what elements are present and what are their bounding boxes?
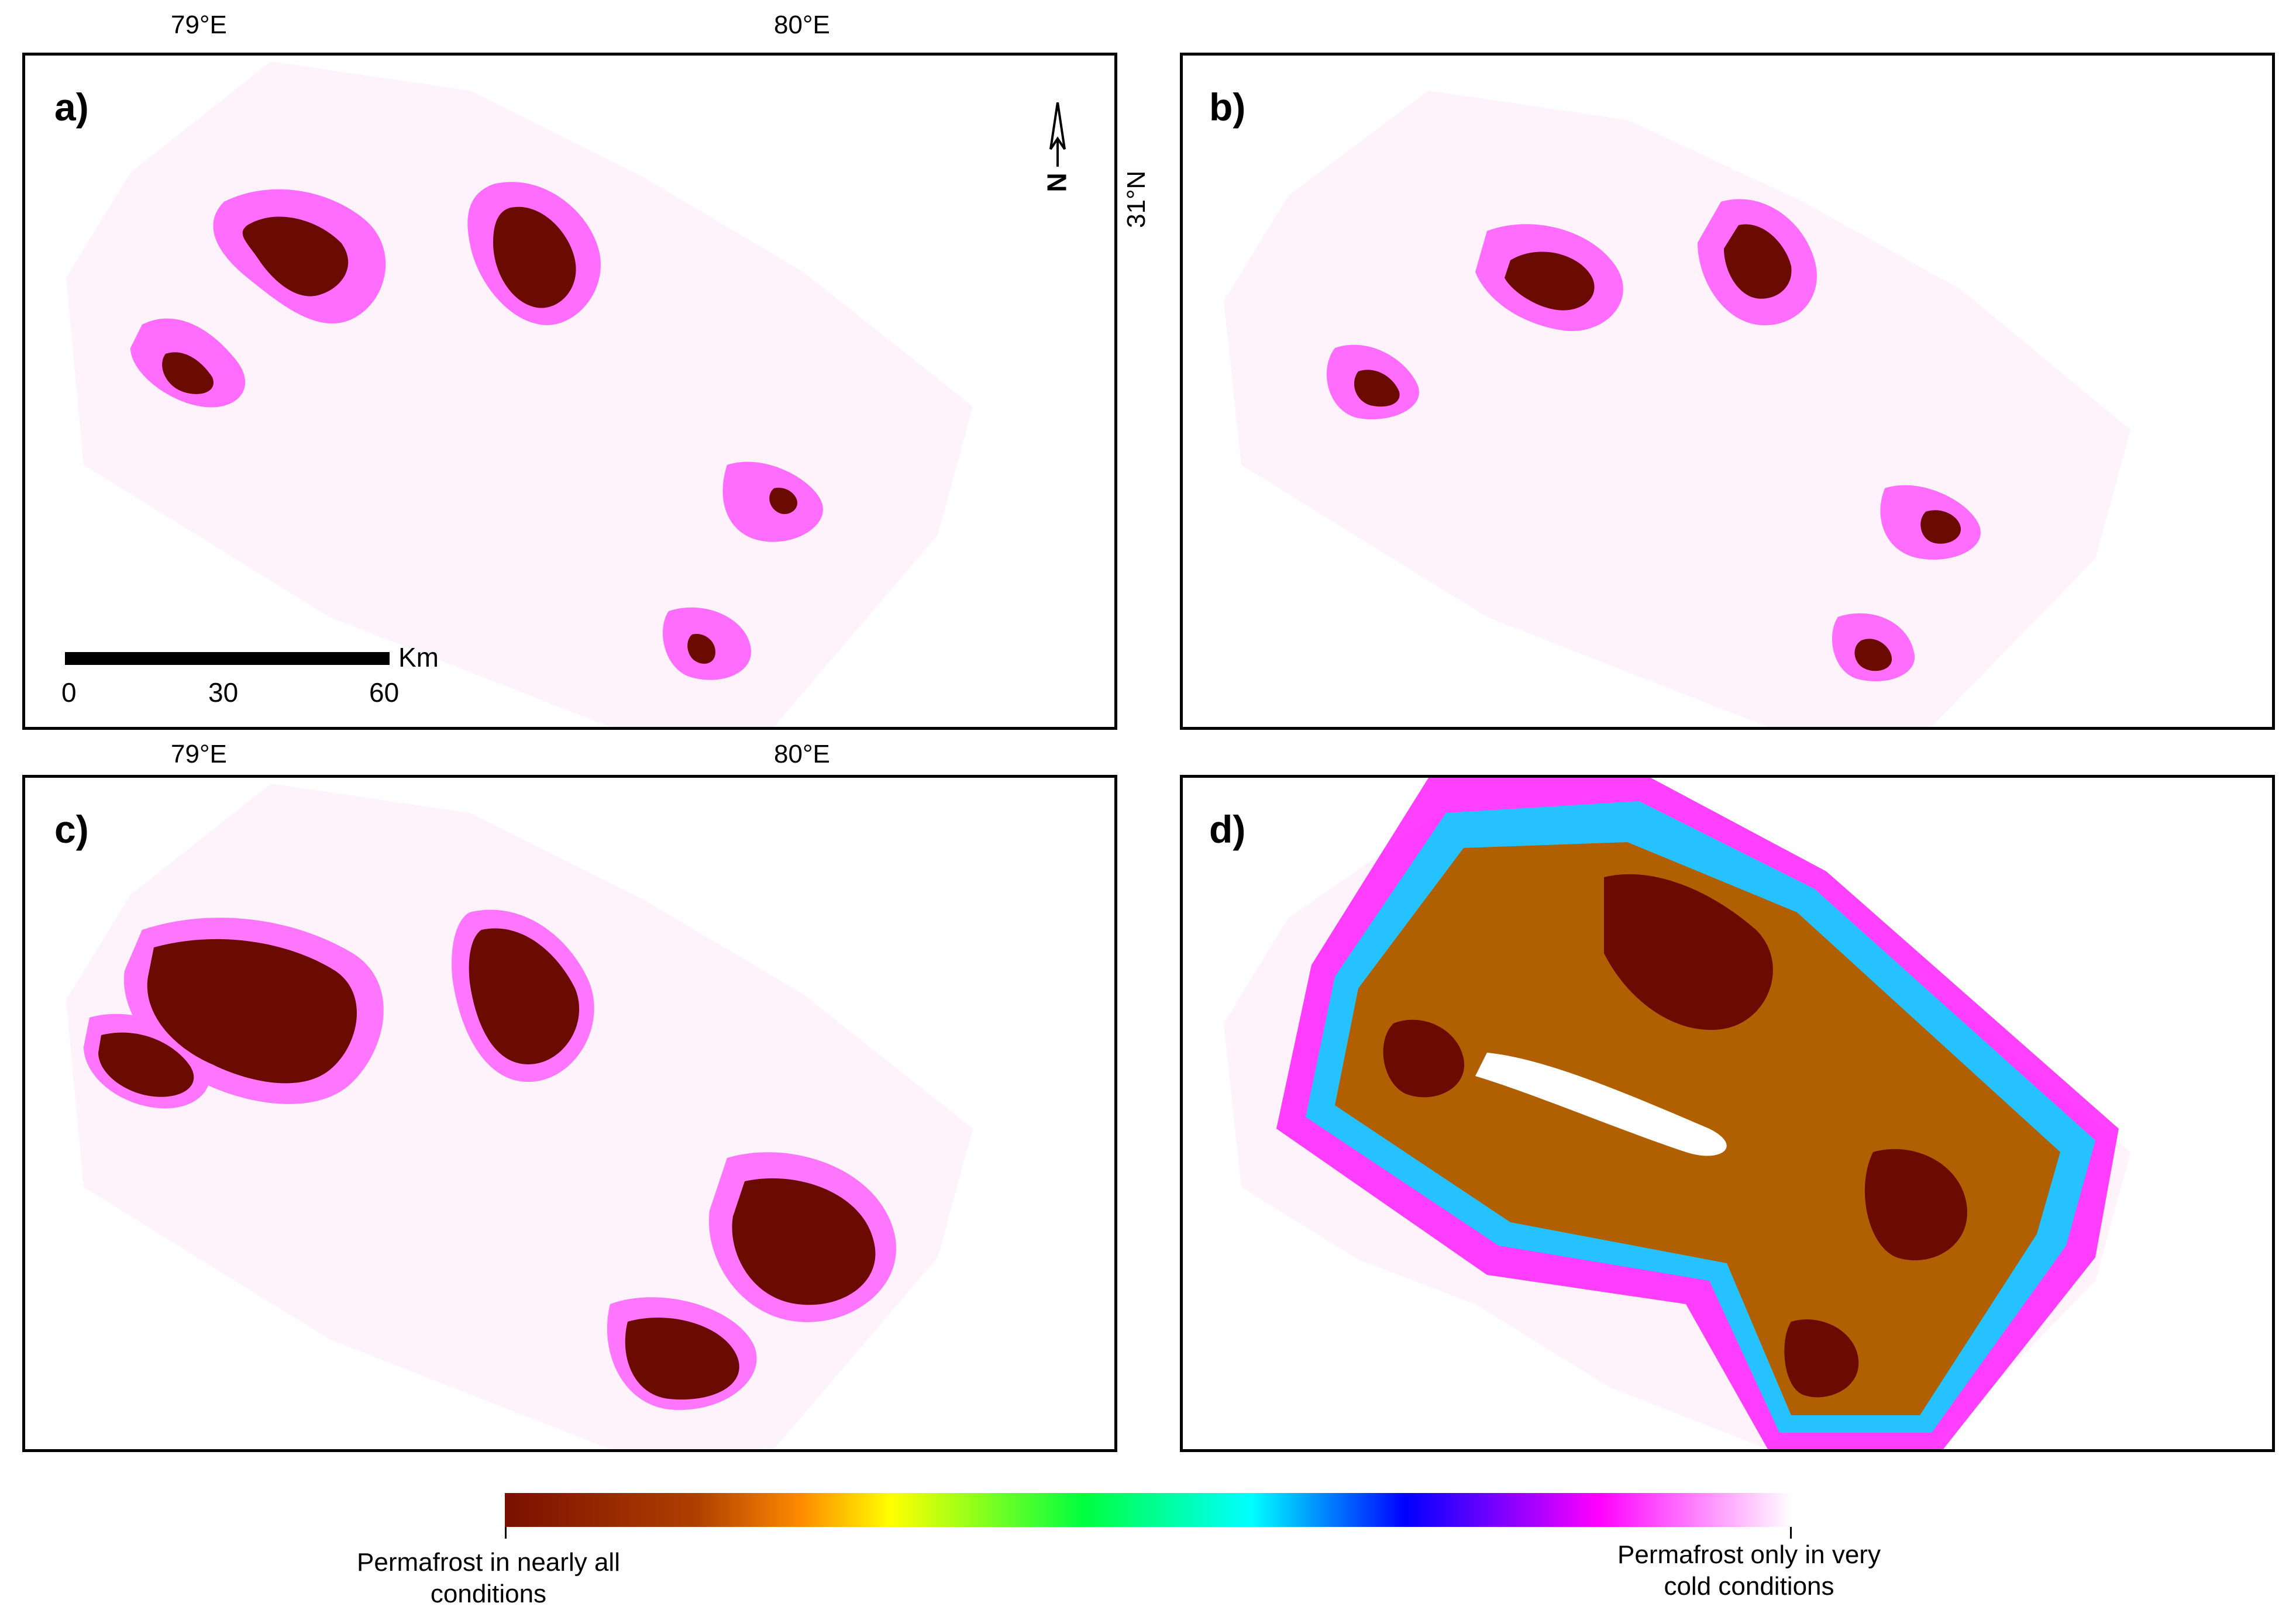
map-c-raster [66, 784, 973, 1449]
mid-lon-79-label: 79°E [171, 740, 227, 768]
north-arrow-label: N [1041, 173, 1072, 192]
legend-right-label: Permafrost only in very cold conditions [1617, 1540, 1881, 1601]
panel-c-label: c) [54, 808, 89, 851]
legend-right-tick [1790, 1527, 1792, 1539]
map-panel-b: b) [1180, 53, 2275, 730]
scale-bar-unit: Km [398, 642, 439, 673]
mid-lon-80-label: 80°E [774, 740, 830, 768]
scale-bar: Km 0 30 60 [61, 642, 474, 722]
map-panel-d: d) [1180, 775, 2275, 1452]
map-a-raster [66, 61, 973, 727]
top-lon-79-label: 79°E [171, 11, 227, 39]
panel-a-label: a) [54, 85, 89, 129]
panel-d-label: d) [1209, 808, 1246, 851]
map-d-raster [1183, 778, 2130, 1449]
map-b-raster [1224, 91, 2130, 727]
scale-tick-60: 60 [369, 677, 400, 708]
north-arrow-icon [1049, 102, 1066, 167]
legend-left-tick [505, 1527, 507, 1539]
map-panel-c: c) [22, 775, 1117, 1452]
legend-left-label: Permafrost in nearly all conditions [357, 1548, 620, 1608]
panel-b-label: b) [1209, 85, 1246, 129]
lat-31-label: 31°N [1122, 170, 1151, 228]
legend-color-bar [505, 1493, 1792, 1527]
map-panel-a: a) N Km 0 30 60 [22, 53, 1117, 730]
top-lon-80-label: 80°E [774, 11, 830, 39]
scale-bar-line [65, 652, 390, 665]
north-arrow: N [1042, 102, 1072, 208]
scale-tick-30: 30 [208, 677, 239, 708]
scale-tick-0: 0 [61, 677, 77, 708]
